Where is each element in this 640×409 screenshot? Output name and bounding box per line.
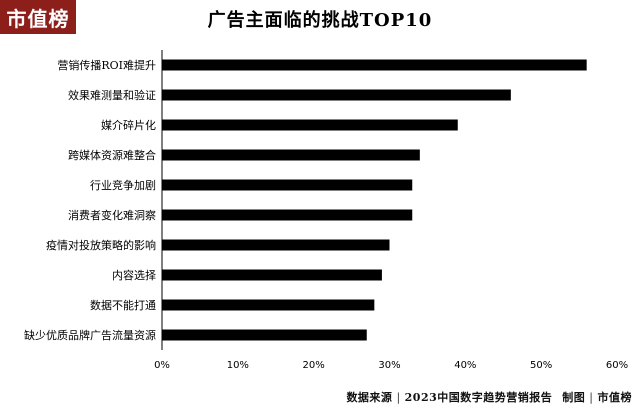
category-label: 效果难测量和验证 [68,88,156,102]
source-label: 数据来源 [346,391,393,404]
category-label: 跨媒体资源难整合 [68,148,156,162]
chart-title: 广告主面临的挑战TOP10 [207,10,433,31]
bars-group [162,59,587,341]
category-label: 营销传播ROI难提升 [57,58,156,72]
category-label: 内容选择 [112,268,156,282]
x-tick-label: 40% [454,360,476,371]
source-text: 2023中国数字趋势营销报告 [404,391,553,404]
x-tick-label: 30% [378,360,400,371]
bar-6 [162,209,413,221]
x-tick-label: 20% [303,360,325,371]
x-tick-label: 50% [530,360,552,371]
bar-3 [162,119,458,131]
brand-logo: 市值榜 [0,0,76,34]
category-labels: 营销传播ROI难提升效果难测量和验证媒介碎片化跨媒体资源难整合行业竞争加剧消费者… [24,58,156,342]
category-label: 消费者变化难洞察 [68,208,156,222]
x-tick-label: 0% [154,360,170,371]
bar-1 [162,59,587,71]
bar-2 [162,89,511,101]
bar-8 [162,269,382,281]
category-label: 缺少优质品牌广告流量资源 [24,328,156,342]
bar-10 [162,329,367,341]
category-label: 媒介碎片化 [101,118,156,132]
bar-4 [162,149,420,161]
x-tick-labels: 0% 10% 20% 30% 40% 50% 60% [154,360,628,371]
x-tick-label: 10% [227,360,249,371]
category-label: 疫情对投放策略的影响 [46,238,156,252]
chart-footer: 数据来源 | 2023中国数字趋势营销报告 制图 | 市值榜 [346,389,632,405]
made-by-label: 制图 [562,391,586,404]
bar-7 [162,239,390,251]
category-label: 数据不能打通 [90,298,156,312]
bar-5 [162,179,413,191]
category-label: 行业竞争加剧 [90,178,156,192]
made-by-text: 市值榜 [597,391,632,404]
footer-separator: | [396,390,401,404]
footer-separator: | [589,390,594,404]
bar-9 [162,299,375,311]
x-tick-label: 60% [606,360,628,371]
